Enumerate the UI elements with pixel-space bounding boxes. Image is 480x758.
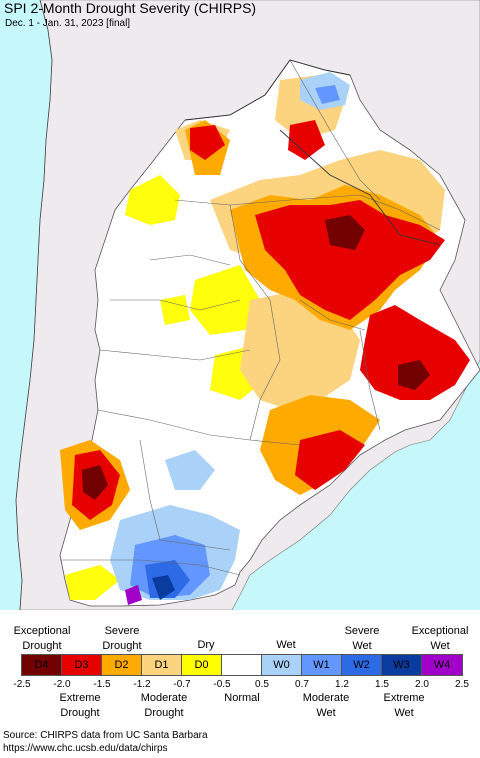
- legend-swatch-d1: D1: [142, 655, 182, 675]
- legend-bar: D4 D3 D2 D1 D0 W0 W1 W2 W3 W4: [21, 654, 463, 676]
- d4-areas: [82, 215, 430, 500]
- legend-swatch-w3: W3: [382, 655, 422, 675]
- legend-label-exceptional-drought: Exceptional Drought: [13, 625, 71, 652]
- legend-swatch-d2: D2: [102, 655, 142, 675]
- drought-map: [0, 0, 480, 610]
- legend-label-moderate-drought: Moderate Drought: [140, 692, 188, 719]
- legend-label-severe-drought: Severe Drought: [102, 625, 142, 652]
- map-subtitle: Dec. 1 - Jan. 31, 2023 [final]: [5, 18, 131, 29]
- source-url[interactable]: https://www.chc.ucsb.edu/data/chirps: [3, 743, 168, 754]
- map-title: SPI 2-Month Drought Severity (CHIRPS): [4, 0, 257, 16]
- legend-swatch-w0: W0: [262, 655, 302, 675]
- legend-tick: 2.0: [415, 679, 429, 690]
- legend-tick: 0.7: [295, 679, 309, 690]
- chile-coastline: [15, 0, 53, 610]
- legend-tick: -1.2: [133, 679, 151, 690]
- legend-label-extreme-wet: Extreme Wet: [383, 692, 425, 719]
- legend-label-wet: Wet: [276, 639, 296, 651]
- legend-tick: -2.5: [13, 679, 31, 690]
- source-text: Source: CHIRPS data from UC Santa Barbar…: [3, 730, 208, 741]
- legend-swatch-w1: W1: [302, 655, 342, 675]
- legend-label-extreme-drought: Extreme Drought: [59, 692, 101, 719]
- legend-tick: -1.5: [93, 679, 111, 690]
- legend-swatch-d3: D3: [62, 655, 102, 675]
- legend-tick: 1.2: [335, 679, 349, 690]
- wet-areas: [110, 72, 350, 605]
- legend-tick: -2.0: [53, 679, 71, 690]
- legend-label-moderate-wet: Moderate Wet: [302, 692, 350, 719]
- legend-swatch-d4: D4: [22, 655, 62, 675]
- legend-tick: -0.7: [173, 679, 191, 690]
- legend-label-normal: Normal: [224, 692, 260, 704]
- legend-tick: -0.5: [213, 679, 231, 690]
- legend-label-severe-wet: Severe Wet: [344, 625, 380, 652]
- country-borders: [184, 59, 441, 246]
- legend-tick: 0.5: [255, 679, 269, 690]
- legend-label-exceptional-wet: Exceptional Wet: [411, 625, 469, 652]
- legend-label-dry: Dry: [197, 639, 215, 651]
- legend-swatch-w2: W2: [342, 655, 382, 675]
- legend-tick: 1.5: [375, 679, 389, 690]
- province-borders: [60, 59, 441, 576]
- legend-swatch-d0: D0: [182, 655, 222, 675]
- legend-tick: 2.5: [455, 679, 469, 690]
- legend-swatch-normal: [222, 655, 262, 675]
- legend-swatch-w4: W4: [422, 655, 462, 675]
